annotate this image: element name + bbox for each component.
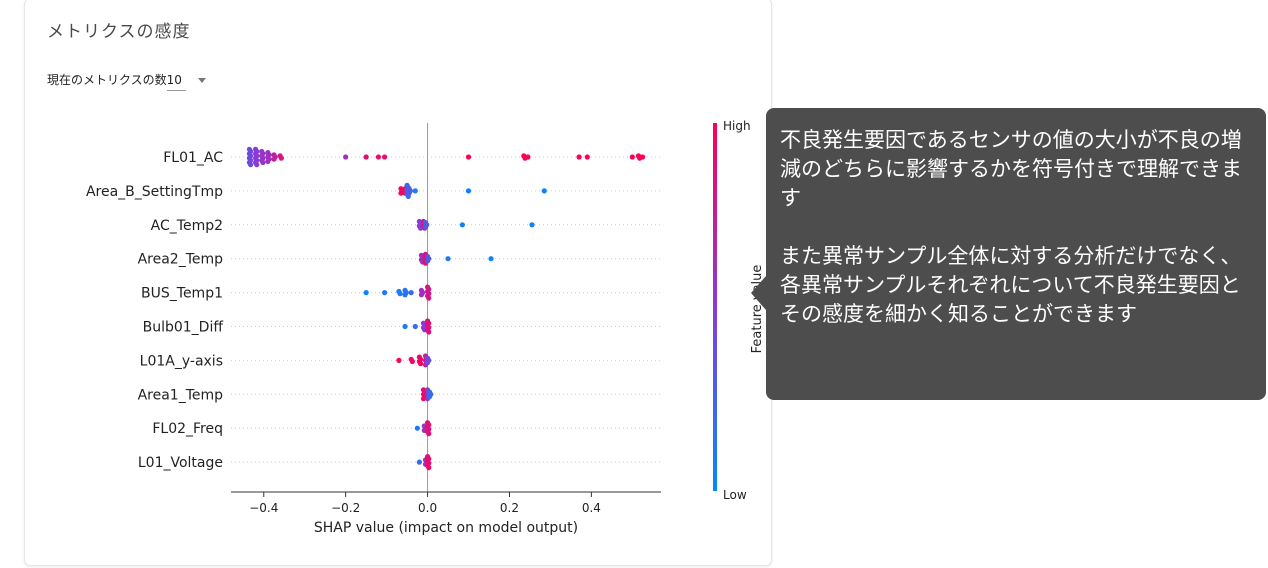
data-point bbox=[402, 323, 408, 330]
data-point bbox=[424, 258, 431, 264]
metric-count-label: 現在のメトリクスの数 bbox=[47, 73, 167, 87]
data-point bbox=[254, 162, 260, 168]
data-point bbox=[420, 396, 427, 402]
data-point bbox=[541, 188, 547, 194]
data-point bbox=[426, 465, 432, 471]
x-axis-ticks: −0.4 −0.2 0.0 0.2 0.4 bbox=[249, 492, 601, 515]
info-tooltip: 不良発生要因であるセンサの値の大小が不良の増減のどちらに影響するかを符号付きで理… bbox=[751, 108, 1266, 400]
data-point bbox=[412, 323, 418, 330]
tooltip-paragraph-2: また異常サンプル全体に対する分析だけでなく、各異常サンプルそれぞれについて不良発… bbox=[780, 244, 1242, 326]
data-point bbox=[398, 190, 404, 196]
data-point bbox=[396, 357, 402, 363]
metric-sensitivity-card: メトリクスの感度 現在のメトリクスの数10 FL01_AC Area_B_Sett… bbox=[24, 0, 772, 566]
x-tick-label: 0.4 bbox=[582, 501, 601, 515]
data-point bbox=[465, 188, 472, 194]
data-points bbox=[246, 146, 646, 471]
data-point bbox=[426, 329, 432, 335]
feature-label: Area2_Temp bbox=[138, 252, 224, 268]
metric-count-select[interactable]: 現在のメトリクスの数10 bbox=[47, 71, 206, 91]
x-tick-label: −0.4 bbox=[249, 501, 278, 515]
data-point bbox=[424, 360, 431, 366]
data-point bbox=[248, 162, 254, 168]
data-point bbox=[426, 431, 432, 437]
data-point bbox=[529, 222, 535, 228]
feature-label: Bulb01_Diff bbox=[143, 320, 224, 336]
feature-label: L01A_y-axis bbox=[140, 353, 223, 369]
data-point bbox=[402, 292, 408, 298]
shap-summary-plot: FL01_AC Area_B_SettingTmp AC_Temp2 Area2_Te… bbox=[86, 119, 765, 536]
data-point bbox=[416, 459, 422, 465]
data-point bbox=[488, 256, 494, 262]
data-point bbox=[260, 159, 266, 166]
feature-labels: FL01_AC Area_B_SettingTmp AC_Temp2 Area2_Te… bbox=[86, 150, 223, 471]
data-point bbox=[381, 154, 388, 160]
data-point bbox=[271, 156, 277, 162]
data-point bbox=[584, 154, 590, 160]
feature-label: BUS_Temp1 bbox=[141, 286, 223, 302]
row-grid-lines bbox=[231, 156, 661, 463]
x-tick-label: 0.2 bbox=[500, 501, 519, 515]
data-point bbox=[343, 154, 349, 160]
data-point bbox=[418, 292, 425, 298]
data-point bbox=[375, 154, 382, 160]
x-tick-label: 0.0 bbox=[418, 501, 437, 515]
feature-label: Area_B_SettingTmp bbox=[86, 184, 223, 200]
tooltip-paragraph-1: 不良発生要因であるセンサの値の大小が不良の増減のどちらに影響するかを符号付きで理… bbox=[780, 128, 1242, 210]
data-point bbox=[629, 154, 635, 160]
metric-count-value: 10 bbox=[166, 73, 186, 91]
feature-label: AC_Temp2 bbox=[151, 218, 223, 234]
colorbar bbox=[713, 123, 717, 491]
x-axis-label: SHAP value (impact on model output) bbox=[314, 520, 578, 536]
data-point bbox=[465, 154, 472, 160]
data-point bbox=[363, 290, 369, 296]
data-point bbox=[412, 188, 418, 194]
data-point bbox=[426, 295, 432, 301]
colorbar-high-label: High bbox=[723, 119, 751, 133]
data-point bbox=[408, 290, 414, 296]
feature-label: FL01_AC bbox=[163, 150, 223, 166]
data-point bbox=[381, 290, 388, 296]
chevron-down-icon[interactable] bbox=[197, 78, 206, 83]
data-point bbox=[265, 158, 271, 164]
data-point bbox=[525, 154, 531, 160]
data-point bbox=[427, 393, 433, 400]
feature-label: L01_Voltage bbox=[138, 455, 223, 471]
feature-label: Area1_Temp bbox=[138, 387, 224, 403]
data-point bbox=[363, 154, 369, 160]
x-tick-label: −0.2 bbox=[331, 501, 360, 515]
feature-label: FL02_Freq bbox=[152, 421, 223, 437]
data-point bbox=[576, 154, 582, 160]
data-point bbox=[406, 190, 412, 196]
data-point bbox=[409, 358, 415, 365]
data-point bbox=[445, 256, 451, 262]
data-point bbox=[459, 222, 465, 228]
colorbar-low-label: Low bbox=[723, 488, 747, 502]
data-point bbox=[417, 361, 424, 367]
data-point bbox=[278, 155, 284, 161]
data-point bbox=[397, 291, 403, 297]
data-point bbox=[414, 425, 420, 431]
data-point bbox=[639, 154, 646, 160]
card-title: メトリクスの感度 bbox=[47, 22, 191, 42]
data-point bbox=[422, 224, 429, 230]
